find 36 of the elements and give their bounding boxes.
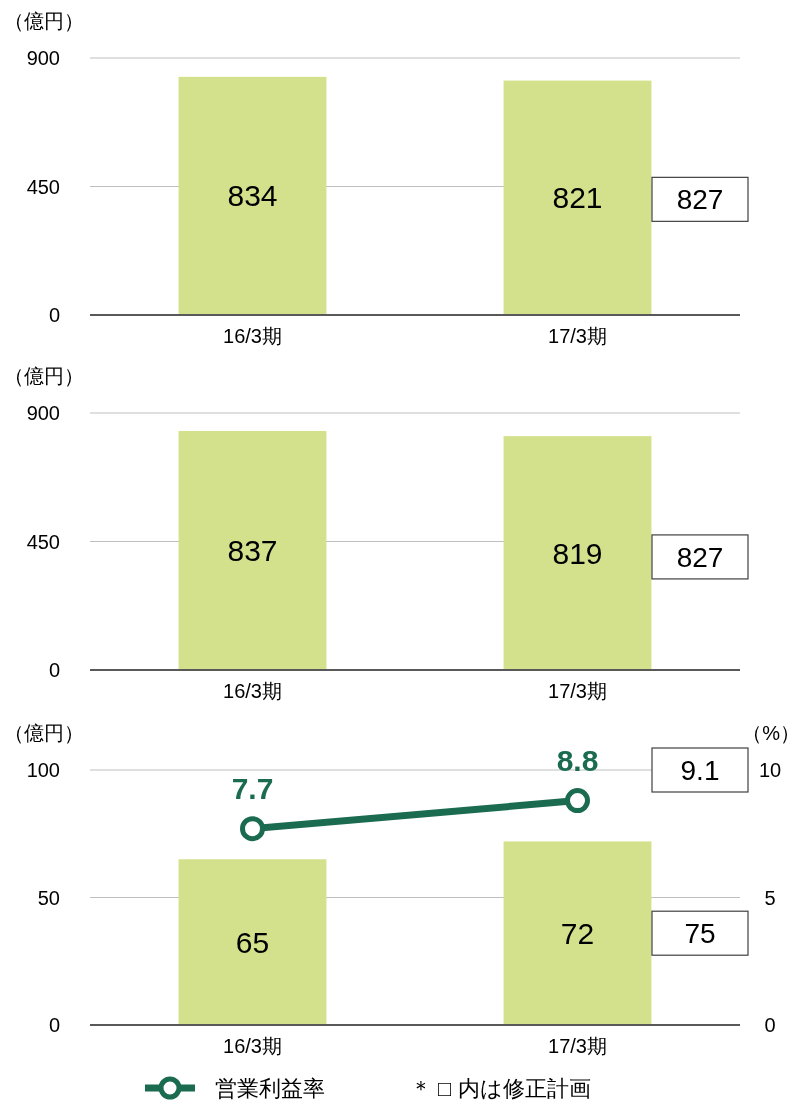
- legend-label: 営業利益率: [215, 1075, 325, 1101]
- y-tick-label: 900: [26, 402, 60, 424]
- y-tick-label: 50: [37, 886, 60, 909]
- y-tick-label: 450: [26, 175, 60, 198]
- x-tick-label: 16/3期: [223, 680, 282, 702]
- y2-tick-label: 0: [764, 1014, 776, 1036]
- data-label: 837: [227, 533, 278, 567]
- annotation: 827: [676, 541, 724, 573]
- x-tick-label: 16/3期: [223, 1035, 282, 1057]
- data-label: 72: [560, 916, 595, 950]
- y2-axis-title: （%）: [742, 722, 800, 744]
- y-axis-title: （億円）: [4, 365, 84, 387]
- y-tick-label: 900: [26, 47, 60, 69]
- y-tick-label: 100: [26, 759, 60, 781]
- y2-tick-label: 10: [758, 759, 782, 781]
- text: ＊ □ 内は修正計画: [410, 1075, 591, 1101]
- data-label: 7.7: [231, 771, 274, 805]
- y-tick-label: 0: [48, 304, 60, 326]
- x-tick-label: 17/3期: [548, 1035, 607, 1057]
- data-label: 821: [552, 181, 603, 215]
- y-axis-title: （億円）: [4, 722, 84, 744]
- data-label: 65: [235, 925, 270, 959]
- annotation: 827: [676, 184, 724, 216]
- x-tick-label: 16/3期: [223, 325, 282, 347]
- y-tick-label: 0: [48, 659, 60, 681]
- y-axis-title: （億円）: [4, 10, 84, 32]
- annotation: 75: [684, 918, 716, 949]
- y-tick-label: 0: [48, 1014, 60, 1036]
- data-label: 819: [552, 536, 603, 570]
- annotation: 9.1: [680, 754, 720, 786]
- y-tick-label: 450: [26, 530, 60, 553]
- y2-tick-label: 5: [764, 886, 776, 909]
- x-tick-label: 17/3期: [548, 680, 607, 702]
- data-label: 834: [227, 179, 278, 213]
- data-label: 8.8: [556, 743, 599, 777]
- x-tick-label: 17/3期: [548, 325, 607, 347]
